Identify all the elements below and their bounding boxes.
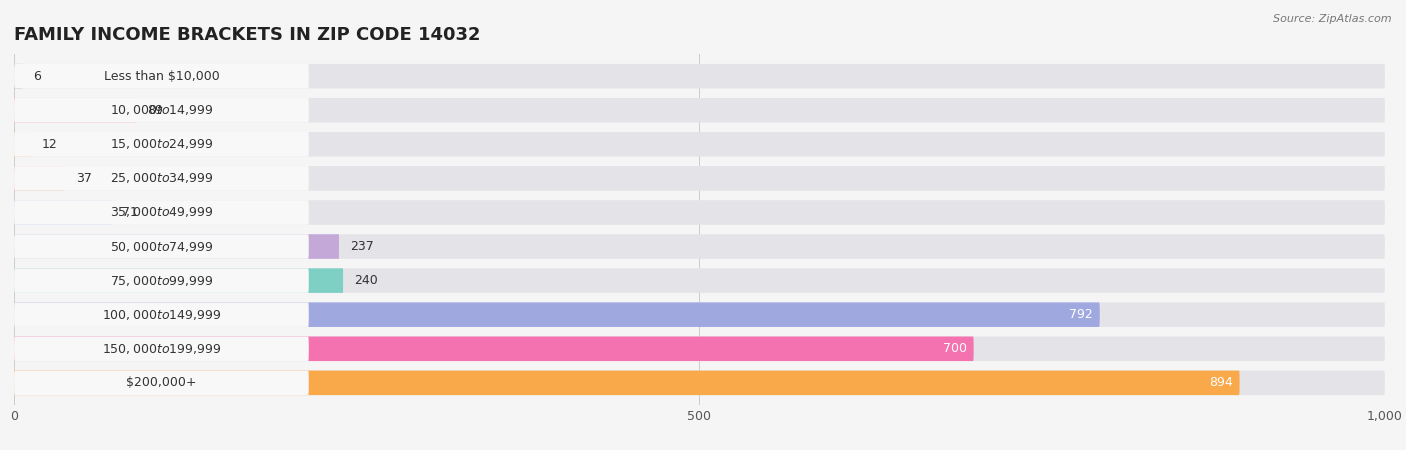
Text: 71: 71 (122, 206, 138, 219)
FancyBboxPatch shape (14, 302, 1099, 327)
FancyBboxPatch shape (14, 268, 1385, 293)
Text: 89: 89 (148, 104, 163, 117)
FancyBboxPatch shape (14, 302, 1385, 327)
Text: FAMILY INCOME BRACKETS IN ZIP CODE 14032: FAMILY INCOME BRACKETS IN ZIP CODE 14032 (14, 26, 481, 44)
Text: Less than $10,000: Less than $10,000 (104, 70, 219, 83)
FancyBboxPatch shape (14, 268, 343, 293)
FancyBboxPatch shape (14, 268, 309, 293)
Text: $10,000 to $14,999: $10,000 to $14,999 (110, 103, 214, 117)
Text: 37: 37 (76, 172, 91, 185)
FancyBboxPatch shape (14, 234, 309, 259)
FancyBboxPatch shape (14, 302, 309, 327)
Text: 237: 237 (350, 240, 374, 253)
Text: 894: 894 (1209, 376, 1233, 389)
FancyBboxPatch shape (14, 337, 1385, 361)
FancyBboxPatch shape (14, 64, 1385, 88)
Text: 792: 792 (1069, 308, 1092, 321)
Text: $200,000+: $200,000+ (127, 376, 197, 389)
Text: 240: 240 (354, 274, 378, 287)
FancyBboxPatch shape (14, 166, 65, 191)
FancyBboxPatch shape (14, 200, 309, 225)
Text: Source: ZipAtlas.com: Source: ZipAtlas.com (1274, 14, 1392, 23)
FancyBboxPatch shape (14, 371, 1385, 395)
Text: $100,000 to $149,999: $100,000 to $149,999 (101, 308, 221, 322)
FancyBboxPatch shape (14, 132, 1385, 157)
FancyBboxPatch shape (14, 132, 31, 157)
Text: $35,000 to $49,999: $35,000 to $49,999 (110, 206, 214, 220)
Text: $15,000 to $24,999: $15,000 to $24,999 (110, 137, 214, 151)
FancyBboxPatch shape (14, 234, 1385, 259)
Text: $50,000 to $74,999: $50,000 to $74,999 (110, 239, 214, 253)
FancyBboxPatch shape (14, 132, 309, 157)
FancyBboxPatch shape (14, 64, 309, 88)
Text: $25,000 to $34,999: $25,000 to $34,999 (110, 171, 214, 185)
Text: 12: 12 (42, 138, 58, 151)
FancyBboxPatch shape (14, 337, 309, 361)
FancyBboxPatch shape (14, 200, 111, 225)
FancyBboxPatch shape (14, 98, 309, 122)
FancyBboxPatch shape (14, 98, 1385, 122)
FancyBboxPatch shape (14, 98, 136, 122)
FancyBboxPatch shape (14, 64, 22, 88)
FancyBboxPatch shape (14, 234, 339, 259)
Text: 6: 6 (34, 70, 41, 83)
Text: $75,000 to $99,999: $75,000 to $99,999 (110, 274, 214, 288)
FancyBboxPatch shape (14, 166, 309, 191)
Text: $150,000 to $199,999: $150,000 to $199,999 (101, 342, 221, 356)
FancyBboxPatch shape (14, 166, 1385, 191)
FancyBboxPatch shape (14, 200, 1385, 225)
FancyBboxPatch shape (14, 337, 974, 361)
FancyBboxPatch shape (14, 371, 1240, 395)
Text: 700: 700 (943, 342, 967, 355)
FancyBboxPatch shape (14, 371, 309, 395)
